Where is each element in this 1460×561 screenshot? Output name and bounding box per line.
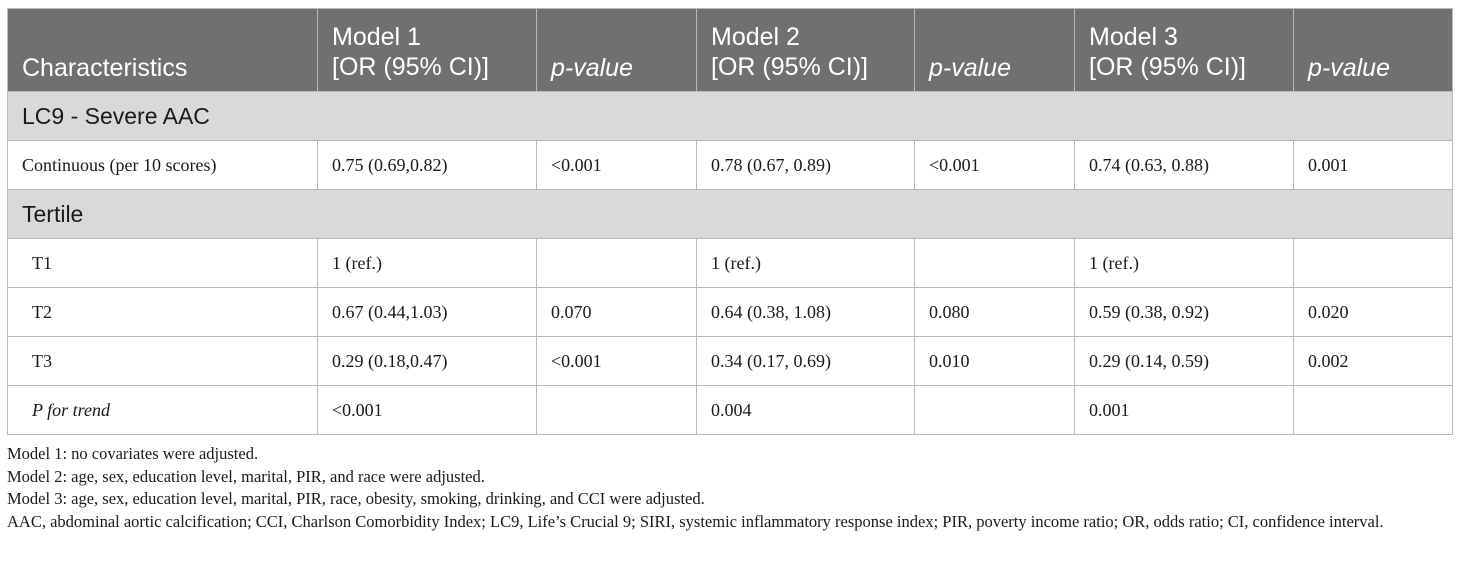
model1-or-cell: 0.29 (0.18,0.47) — [317, 336, 537, 386]
header-model1-title: Model 1 — [332, 23, 421, 51]
row-label: P for trend — [7, 385, 318, 435]
header-characteristics: Characteristics — [7, 8, 318, 92]
model3-p-cell: 0.001 — [1293, 140, 1453, 190]
model3-or-cell: 0.74 (0.63, 0.88) — [1074, 140, 1294, 190]
table-row: Continuous (per 10 scores) 0.75 (0.69,0.… — [7, 140, 1453, 190]
model1-or-cell: <0.001 — [317, 385, 537, 435]
model1-or-cell: 0.67 (0.44,1.03) — [317, 287, 537, 337]
model2-p-cell: 0.080 — [914, 287, 1075, 337]
model3-p-cell: 0.002 — [1293, 336, 1453, 386]
row-label: Continuous (per 10 scores) — [7, 140, 318, 190]
header-model3-or: Model 3 [OR (95% CI)] — [1074, 8, 1294, 92]
header-model3-title: Model 3 — [1089, 23, 1178, 51]
header-model2-subtitle: [OR (95% CI)] — [711, 53, 868, 81]
model2-or-cell: 0.004 — [696, 385, 915, 435]
model1-or-cell: 0.75 (0.69,0.82) — [317, 140, 537, 190]
model3-p-cell: 0.020 — [1293, 287, 1453, 337]
model3-or-cell: 0.001 — [1074, 385, 1294, 435]
header-model2-or: Model 2 [OR (95% CI)] — [696, 8, 915, 92]
model2-p-cell: 0.010 — [914, 336, 1075, 386]
section-row-lc9: LC9 - Severe AAC — [7, 91, 1453, 141]
footnote: Model 1: no covariates were adjusted. — [7, 444, 259, 463]
model1-p-cell — [536, 385, 697, 435]
header-model1-subtitle: [OR (95% CI)] — [332, 53, 489, 81]
footnote: Model 3: age, sex, education level, mari… — [7, 489, 705, 508]
footnote: Model 2: age, sex, education level, mari… — [7, 466, 485, 486]
row-label: T3 — [7, 336, 318, 386]
model2-or-cell: 0.34 (0.17, 0.69) — [696, 336, 915, 386]
section-row-tertile: Tertile — [7, 189, 1453, 239]
model2-p-cell — [914, 385, 1075, 435]
model1-or-cell: 1 (ref.) — [317, 238, 537, 288]
table-row: T2 0.67 (0.44,1.03) 0.070 0.64 (0.38, 1.… — [7, 287, 1453, 337]
section-title: Tertile — [7, 189, 1453, 239]
results-table: Characteristics Model 1 [OR (95% CI)] p-… — [7, 8, 1453, 435]
table-header-row: Characteristics Model 1 [OR (95% CI)] p-… — [7, 8, 1453, 92]
model2-p-cell — [914, 238, 1075, 288]
model2-or-cell: 1 (ref.) — [696, 238, 915, 288]
header-model1-or: Model 1 [OR (95% CI)] — [317, 8, 537, 92]
model3-or-cell: 1 (ref.) — [1074, 238, 1294, 288]
section-title: LC9 - Severe AAC — [7, 91, 1453, 141]
table-row: P for trend <0.001 0.004 0.001 — [7, 385, 1453, 435]
header-model2-pvalue: p-value — [914, 8, 1075, 92]
row-label: T1 — [7, 238, 318, 288]
table-row: T3 0.29 (0.18,0.47) <0.001 0.34 (0.17, 0… — [7, 336, 1453, 386]
footnote: AAC, abdominal aortic calcification; CCI… — [7, 511, 1384, 531]
table-row: T1 1 (ref.) 1 (ref.) 1 (ref.) — [7, 238, 1453, 288]
model2-or-cell: 0.78 (0.67, 0.89) — [696, 140, 915, 190]
model3-p-cell — [1293, 238, 1453, 288]
model2-or-cell: 0.64 (0.38, 1.08) — [696, 287, 915, 337]
table-footnotes: Model 1: no covariates were adjusted. Mo… — [7, 443, 1452, 532]
model3-p-cell — [1293, 385, 1453, 435]
model3-or-cell: 0.29 (0.14, 0.59) — [1074, 336, 1294, 386]
model1-p-cell: 0.070 — [536, 287, 697, 337]
model3-or-cell: 0.59 (0.38, 0.92) — [1074, 287, 1294, 337]
model1-p-cell: <0.001 — [536, 140, 697, 190]
header-model3-subtitle: [OR (95% CI)] — [1089, 53, 1246, 81]
header-model3-pvalue: p-value — [1293, 8, 1453, 92]
model2-p-cell: <0.001 — [914, 140, 1075, 190]
row-label: T2 — [7, 287, 318, 337]
header-model1-pvalue: p-value — [536, 8, 697, 92]
results-table-container: Characteristics Model 1 [OR (95% CI)] p-… — [7, 8, 1453, 533]
model1-p-cell: <0.001 — [536, 336, 697, 386]
header-model2-title: Model 2 — [711, 23, 800, 51]
model1-p-cell — [536, 238, 697, 288]
